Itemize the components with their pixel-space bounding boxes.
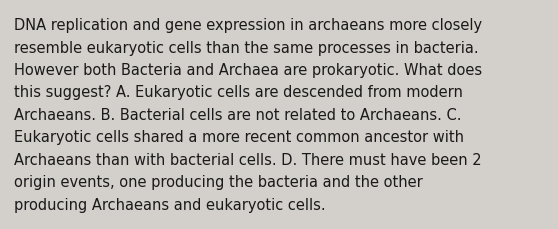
Text: Archaeans than with bacterial cells. D. There must have been 2: Archaeans than with bacterial cells. D. …: [14, 152, 482, 167]
Text: this suggest? A. Eukaryotic cells are descended from modern: this suggest? A. Eukaryotic cells are de…: [14, 85, 463, 100]
Text: Archaeans. B. Bacterial cells are not related to Archaeans. C.: Archaeans. B. Bacterial cells are not re…: [14, 108, 461, 123]
Text: Eukaryotic cells shared a more recent common ancestor with: Eukaryotic cells shared a more recent co…: [14, 130, 464, 145]
Text: origin events, one producing the bacteria and the other: origin events, one producing the bacteri…: [14, 175, 423, 190]
Text: resemble eukaryotic cells than the same processes in bacteria.: resemble eukaryotic cells than the same …: [14, 40, 479, 55]
Text: However both Bacteria and Archaea are prokaryotic. What does: However both Bacteria and Archaea are pr…: [14, 63, 482, 78]
Text: producing Archaeans and eukaryotic cells.: producing Archaeans and eukaryotic cells…: [14, 197, 326, 212]
Text: DNA replication and gene expression in archaeans more closely: DNA replication and gene expression in a…: [14, 18, 482, 33]
